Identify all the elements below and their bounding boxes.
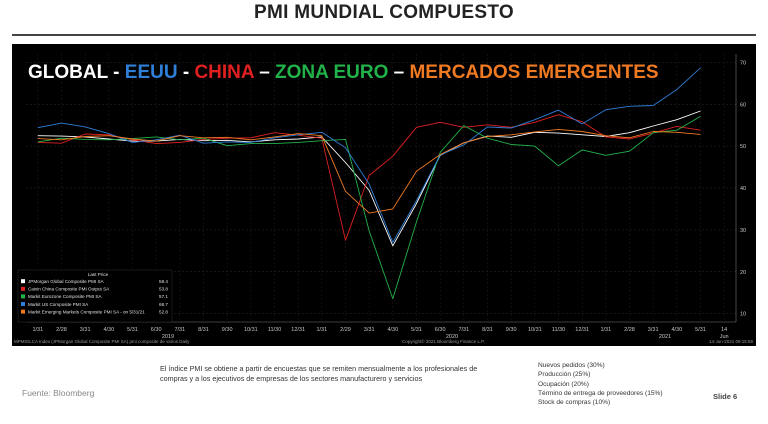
headline-segment: –	[254, 62, 275, 83]
x-tick-label: 5/31	[127, 327, 138, 333]
source-note: Fuente: Bloomberg	[22, 388, 95, 398]
legend-swatch	[21, 309, 25, 314]
y-tick-label: 20	[740, 270, 746, 276]
x-tick-label: 4/30	[671, 327, 682, 333]
headline-segment: GLOBAL	[28, 62, 109, 83]
series-line	[37, 128, 701, 214]
legend-last-value: 58.4	[159, 279, 168, 284]
series-line	[37, 116, 701, 300]
x-tick-label: 8/31	[482, 327, 493, 333]
x-tick-label: 14	[721, 327, 727, 333]
legend-swatch	[21, 286, 25, 291]
x-tick-label: 5/31	[411, 327, 422, 333]
series-line	[37, 114, 701, 241]
component-item: Término de entrega de proveedores (15%)	[538, 389, 663, 397]
legend-last-value: 53.8	[159, 287, 168, 292]
x-tick-label: 6/30	[435, 327, 446, 333]
legend-last-value: 57.1	[159, 294, 168, 299]
headline-segment: –	[388, 62, 409, 83]
x-tick-label: 7/31	[174, 327, 185, 333]
x-tick-label: 5/31	[695, 327, 706, 333]
legend-series-name: Caixin China Composite PMI Output SA	[28, 287, 110, 292]
pmi-description: El índice PMI se obtiene a partir de enc…	[160, 364, 478, 383]
y-tick-label: 10	[740, 312, 746, 318]
x-tick-label: 2/29	[340, 327, 351, 333]
pmi-components-list: Nuevos pedidos (30%) Producción (25%) Oc…	[538, 361, 663, 407]
x-tick-label: 10/31	[528, 327, 542, 333]
headline-segment: ZONA EURO	[275, 62, 388, 83]
x-tick-label: 4/30	[103, 327, 114, 333]
x-tick-label: 4/30	[387, 327, 398, 333]
legend-series-name: JPMorgan Global Composite PMI SA	[28, 279, 105, 284]
legend-series-name: Markit Eurozone Composite PMI SA	[28, 294, 102, 299]
headline-segment: CHINA	[194, 62, 254, 83]
x-tick-label: 3/31	[80, 327, 91, 333]
chart-footer-left: MPMIGLCA Index (JPMorgan Global Composit…	[14, 339, 190, 344]
component-item: Producción (25%)	[538, 371, 591, 379]
x-tick-label: 6/30	[151, 327, 162, 333]
pmi-chart: 10 20 30 40 50 60 70 1/31 2/28 3/31 4/30 5/31 6/30 7/…	[12, 44, 756, 346]
chart-footer-timestamp: 14-Jun-2021 09:15:58	[709, 339, 754, 344]
x-tick-label: 12/31	[575, 327, 589, 333]
legend-last-value: 52.8	[159, 309, 168, 314]
y-tick-label: 30	[740, 228, 746, 234]
x-tick-label: 1/31	[600, 327, 611, 333]
x-tick-label: 10/31	[244, 327, 258, 333]
slide-number: Slide 6	[713, 392, 738, 401]
year-label: 2021	[659, 334, 671, 340]
headline-segment: EEUU	[125, 62, 178, 83]
component-item: Nuevos pedidos (30%)	[538, 362, 605, 369]
x-tick-label: 9/30	[222, 327, 233, 333]
legend-swatch	[21, 279, 25, 284]
chart-svg: 10 20 30 40 50 60 70 1/31 2/28 3/31 4/30 5/31 6/30 7/…	[14, 54, 754, 344]
x-tick-label: 12/31	[291, 327, 305, 333]
x-tick-sublabel: Jun	[720, 334, 729, 340]
x-tick-label: 2/28	[56, 327, 67, 333]
slide-title: PMI MUNDIAL COMPUESTO	[254, 2, 514, 23]
legend-last-value: 68.7	[159, 302, 168, 307]
legend-box	[17, 269, 173, 323]
component-item: Stock de compras (10%)	[538, 399, 611, 407]
x-tick-label: 1/31	[316, 327, 327, 333]
y-tick-label: 60	[740, 102, 746, 108]
y-tick-label: 70	[740, 60, 746, 66]
chart-footer-copyright: Copyright© 2021 Bloomberg Finance L.P.	[402, 338, 485, 344]
x-tick-label: 3/31	[648, 327, 659, 333]
x-tick-label: 1/31	[32, 327, 43, 333]
x-tick-label: 8/31	[198, 327, 209, 333]
chart-headline: GLOBAL - EEUU - CHINA – ZONA EURO – MERC…	[28, 62, 659, 83]
headline-segment: MERCADOS EMERGENTES	[409, 62, 658, 83]
x-tick-label: 9/30	[506, 327, 517, 333]
year-label: 2020	[446, 334, 458, 340]
y-tick-label: 40	[740, 186, 746, 192]
component-item: Ocupación (20%)	[538, 380, 589, 388]
x-tick-label: 11/30	[268, 327, 281, 333]
legend-header: Last Price	[88, 272, 109, 277]
x-tick-label: 2/28	[624, 327, 635, 333]
year-label: 2019	[162, 334, 174, 340]
legend-series-name: Markit Emerging Markets Composite PMI SA…	[28, 309, 145, 314]
y-tick-label: 50	[740, 144, 746, 150]
x-tick-label: 11/30	[552, 327, 565, 333]
legend-swatch	[21, 302, 25, 306]
x-tick-label: 3/31	[364, 327, 375, 333]
legend-swatch	[21, 294, 25, 299]
headline-segment: -	[108, 62, 125, 83]
legend-series-name: Markit US Composite PMI SA	[28, 302, 89, 307]
title-divider	[12, 34, 756, 36]
x-tick-label: 7/31	[458, 327, 469, 333]
headline-segment: -	[178, 62, 195, 83]
